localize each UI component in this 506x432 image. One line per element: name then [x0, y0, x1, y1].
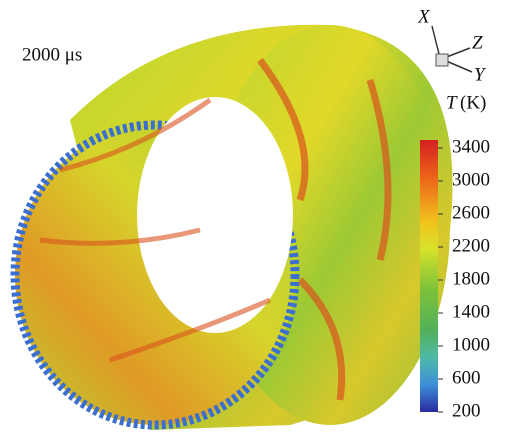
colorbar — [420, 140, 438, 412]
tick-label: 2600 — [452, 202, 490, 223]
tick-label: 1800 — [452, 268, 490, 289]
colorbar-symbol: T — [446, 92, 458, 113]
axes-triad: X Z Y — [417, 6, 487, 85]
axis-line — [432, 26, 440, 58]
tick-label: 3000 — [452, 169, 490, 190]
time-label: 2000 μs — [22, 44, 82, 65]
tick-label: 600 — [452, 367, 481, 388]
axis-label: Y — [474, 64, 487, 85]
figure: 2000 μs X Z Y T (K) 3400 3000 2600 2200 1800… — [0, 0, 506, 432]
tick-label: 200 — [452, 400, 481, 421]
axis-label: Z — [472, 32, 483, 53]
tick-label: 1400 — [452, 301, 490, 322]
axis-label: X — [417, 6, 431, 27]
tick-label: 3400 — [452, 136, 490, 157]
tick-label: 1000 — [452, 334, 490, 355]
tick-label: 2200 — [452, 235, 490, 256]
colorbar-unit: (K) — [460, 92, 486, 113]
axis-cube — [436, 54, 448, 66]
combustor-render — [15, 25, 453, 430]
